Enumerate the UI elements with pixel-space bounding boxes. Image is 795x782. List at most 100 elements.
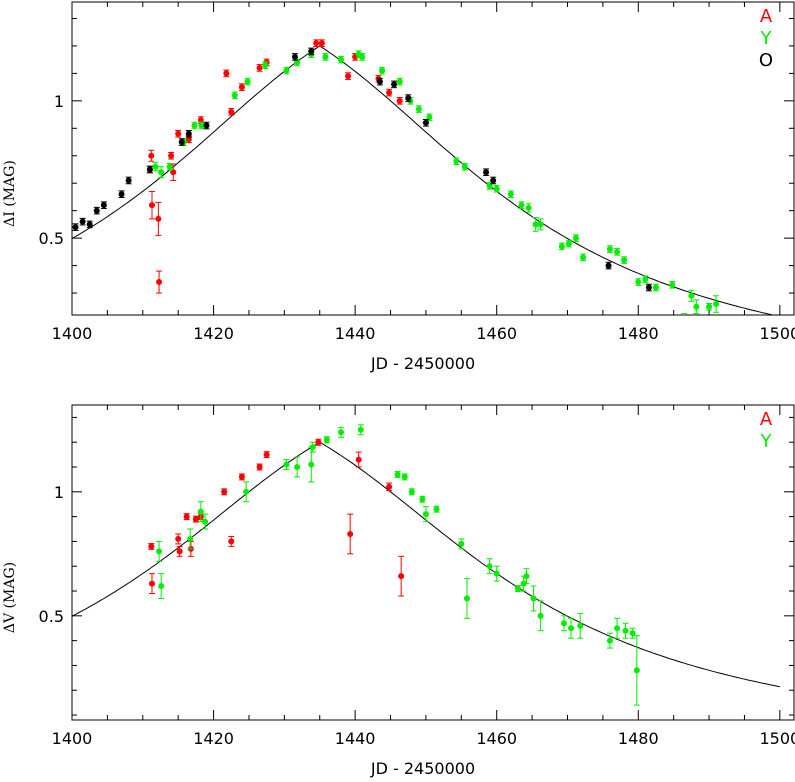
x-tick-label: 1480 — [618, 729, 659, 748]
data-point — [386, 483, 393, 490]
data-point — [148, 202, 155, 209]
data-point — [565, 240, 572, 247]
data-point — [152, 163, 159, 170]
legend-item-a: A — [760, 6, 773, 27]
data-point — [313, 40, 320, 47]
data-point — [93, 207, 100, 214]
data-point — [283, 67, 290, 74]
y-tick-label: 0.5 — [39, 607, 64, 626]
data-point — [453, 158, 460, 165]
data-point — [197, 117, 204, 124]
data-point — [178, 139, 185, 146]
data-point — [405, 95, 412, 102]
data-point — [633, 667, 640, 674]
x-tick-label: 1420 — [193, 729, 234, 748]
data-point — [642, 276, 649, 283]
data-point — [355, 456, 362, 463]
x-axis-title: JD - 2450000 — [370, 354, 475, 373]
data-point — [419, 496, 426, 503]
data-point — [525, 204, 532, 211]
data-point — [629, 630, 636, 637]
x-tick-label: 1420 — [193, 324, 234, 343]
data-point — [175, 130, 182, 137]
data-point — [291, 53, 298, 60]
data-point — [79, 218, 86, 225]
data-point — [683, 314, 686, 315]
data-point — [192, 516, 199, 523]
x-tick-label: 1480 — [618, 324, 659, 343]
data-point — [376, 78, 383, 85]
data-point — [156, 279, 163, 286]
data-point — [347, 530, 354, 537]
data-point — [187, 535, 194, 542]
data-point — [263, 451, 270, 458]
data-point — [493, 185, 500, 192]
legend-item-y: Y — [760, 431, 773, 452]
data-point — [731, 326, 737, 332]
data-point — [315, 439, 322, 446]
data-point — [408, 488, 415, 495]
data-point — [422, 511, 429, 518]
x-tick-label: 1400 — [52, 729, 93, 748]
data-point — [146, 166, 153, 173]
x-tick-label: 1460 — [476, 324, 517, 343]
data-point — [256, 464, 263, 471]
y-tick-label: 1 — [54, 92, 64, 111]
data-point — [560, 620, 567, 627]
data-point — [577, 622, 584, 629]
data-point — [231, 92, 238, 99]
data-point — [318, 40, 325, 47]
data-point — [706, 303, 713, 310]
data-point — [537, 612, 544, 619]
data-point — [669, 281, 676, 288]
data-point — [461, 163, 468, 170]
data-point — [86, 221, 93, 228]
x-tick-label: 1460 — [476, 729, 517, 748]
data-point — [379, 67, 386, 74]
data-point — [345, 73, 352, 80]
data-point — [125, 177, 132, 184]
legend-item-o: O — [759, 50, 773, 71]
data-point — [148, 580, 155, 587]
data-point — [228, 538, 235, 545]
data-point — [243, 488, 250, 495]
data-point — [357, 426, 364, 433]
data-point — [156, 548, 163, 555]
legend-item-a: A — [760, 409, 773, 430]
data-point — [72, 224, 79, 231]
y-tick-label: 0.5 — [39, 229, 64, 248]
data-point — [223, 70, 230, 77]
data-point — [401, 473, 408, 480]
data-point — [221, 488, 228, 495]
data-point — [394, 471, 401, 478]
data-point — [486, 182, 493, 189]
data-point — [100, 202, 107, 209]
series-a — [146, 39, 403, 294]
data-point — [693, 303, 700, 310]
data-point — [635, 279, 642, 286]
plot-frame — [71, 404, 795, 721]
data-point — [396, 78, 403, 85]
data-point — [458, 540, 465, 547]
data-point — [537, 221, 544, 228]
data-point — [198, 122, 205, 129]
data-point — [391, 81, 398, 88]
data-point — [398, 573, 405, 580]
data-point — [262, 62, 269, 69]
data-point — [323, 436, 330, 443]
data-point — [148, 152, 155, 159]
data-point — [463, 595, 470, 602]
y-tick-label: 1 — [54, 483, 64, 502]
x-tick-label: 1440 — [335, 729, 376, 748]
data-point — [185, 130, 192, 137]
data-point — [580, 254, 587, 261]
data-point — [507, 191, 514, 198]
x-tick-label: 1400 — [52, 324, 93, 343]
data-point — [294, 464, 301, 471]
data-point — [606, 246, 613, 253]
model-curve — [72, 45, 776, 315]
data-point — [337, 56, 344, 63]
data-point — [622, 627, 629, 634]
